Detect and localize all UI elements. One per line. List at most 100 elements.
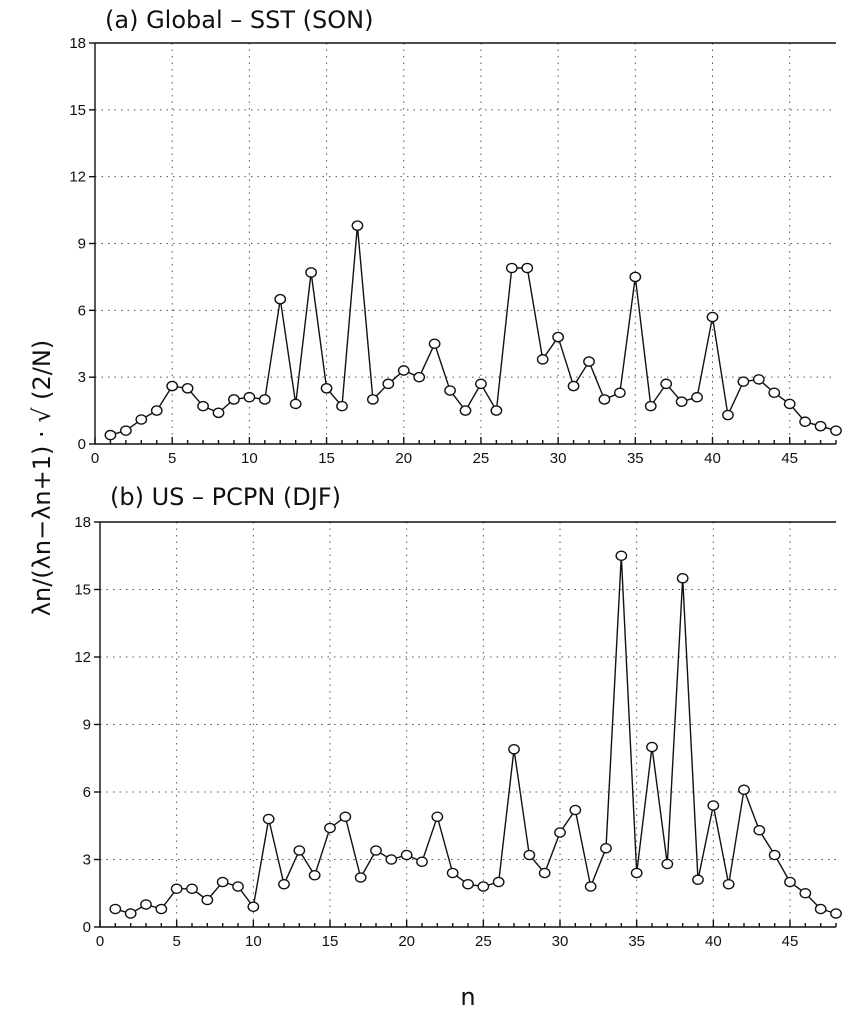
- data-point: [212, 407, 225, 419]
- data-point: [366, 394, 379, 405]
- data-point: [784, 876, 796, 888]
- x-tick-label: 30: [552, 933, 569, 950]
- data-point: [567, 380, 580, 392]
- data-point: [459, 405, 472, 416]
- y-tick-label: 12: [74, 649, 91, 666]
- data-point: [691, 391, 703, 403]
- data-point: [707, 800, 720, 811]
- data-point: [135, 414, 148, 425]
- x-tick-label: 0: [96, 933, 104, 950]
- panel-title-a: (a) Global – SST (SON): [105, 6, 373, 34]
- y-tick-label: 9: [78, 236, 86, 253]
- data-point: [598, 394, 611, 405]
- x-tick-label: 30: [550, 450, 567, 467]
- data-point: [155, 903, 168, 915]
- panel-title-b: (b) US – PCPN (DJF): [110, 483, 341, 511]
- x-tick-label: 25: [475, 933, 492, 950]
- data-point: [584, 881, 597, 892]
- data-point: [492, 876, 505, 888]
- data-point: [170, 883, 183, 895]
- data-point: [692, 874, 704, 886]
- data-point: [660, 378, 673, 390]
- x-tick-label: 10: [241, 450, 258, 467]
- data-point: [505, 262, 518, 274]
- series-line-b: [115, 555, 837, 915]
- data-point: [400, 849, 413, 861]
- y-tick-label: 18: [74, 514, 91, 531]
- data-point: [536, 354, 549, 365]
- data-point: [416, 856, 428, 868]
- y-tick-label: 3: [78, 369, 86, 386]
- data-point: [336, 400, 348, 412]
- data-point: [186, 883, 198, 895]
- x-tick-label: 45: [781, 450, 798, 467]
- data-point: [521, 262, 534, 274]
- data-point: [431, 811, 444, 823]
- data-point: [830, 425, 842, 436]
- x-tick-label: 20: [398, 933, 415, 950]
- data-point: [475, 378, 487, 390]
- y-tick-label: 9: [83, 717, 91, 734]
- data-point: [324, 822, 336, 834]
- data-point: [583, 356, 595, 367]
- data-point: [661, 858, 674, 870]
- y-tick-label: 15: [74, 582, 91, 599]
- data-point: [676, 572, 689, 584]
- data-point: [197, 400, 209, 412]
- data-point: [351, 220, 364, 231]
- data-point: [753, 824, 766, 836]
- panel-b-us-pcpn: (b) US – PCPN (DJF) 0 3 6 9 12 15 18 0 5 10 15 20 25 3…: [74, 483, 842, 950]
- data-point: [706, 311, 719, 323]
- data-point: [370, 845, 382, 856]
- x-tick-label: 40: [705, 933, 722, 950]
- data-point: [243, 391, 256, 403]
- data-point: [752, 374, 765, 385]
- x-tick-label: 20: [395, 450, 412, 467]
- data-point: [569, 804, 582, 816]
- data-point: [630, 867, 643, 879]
- x-tick-label: 40: [704, 450, 721, 467]
- data-point: [247, 901, 260, 913]
- data-point: [554, 827, 566, 838]
- data-point: [305, 267, 318, 278]
- data-point: [799, 887, 812, 899]
- data-point: [181, 383, 194, 394]
- data-point: [262, 813, 275, 825]
- data-point: [258, 394, 271, 405]
- panel-a-global-sst: (a) Global – SST (SON) 0 3 6 9 12 15 18 0 5 10 15 20…: [69, 6, 842, 467]
- data-point: [444, 385, 456, 396]
- data-point: [354, 872, 367, 883]
- data-point: [552, 331, 565, 343]
- data-point: [124, 908, 137, 919]
- data-point: [675, 396, 688, 407]
- data-point: [644, 400, 657, 412]
- x-tick-label: 35: [627, 450, 644, 467]
- x-tick-label: 25: [473, 450, 490, 467]
- data-point: [119, 425, 132, 436]
- data-point: [428, 338, 441, 350]
- y-tick-label: 12: [69, 169, 86, 186]
- data-point: [216, 876, 229, 888]
- data-point: [768, 849, 781, 861]
- data-point: [397, 365, 410, 376]
- data-point: [490, 405, 503, 416]
- data-point: [830, 908, 842, 919]
- y-tick-label: 3: [83, 852, 91, 869]
- data-point: [339, 811, 352, 823]
- data-point: [274, 293, 287, 305]
- x-axis-label: n: [460, 983, 475, 1011]
- data-point: [477, 881, 490, 892]
- data-point: [737, 376, 750, 387]
- data-point: [104, 429, 117, 441]
- x-tick-label: 35: [628, 933, 645, 950]
- data-point: [320, 383, 333, 394]
- x-tick-label: 5: [172, 933, 180, 950]
- data-point: [446, 867, 459, 879]
- data-point: [629, 271, 642, 283]
- data-point: [768, 387, 781, 399]
- data-point: [538, 867, 551, 879]
- y-tick-label: 15: [69, 102, 86, 119]
- data-point: [738, 784, 750, 796]
- data-point: [722, 878, 735, 890]
- y-tick-label: 18: [69, 35, 86, 52]
